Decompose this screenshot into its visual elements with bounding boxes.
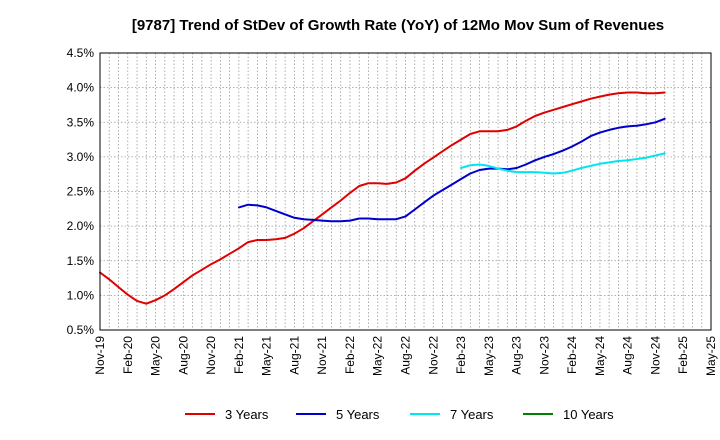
series-line-5-years xyxy=(237,117,666,223)
y-tick-label: 4.5% xyxy=(67,46,95,60)
y-tick-label: 2.0% xyxy=(67,219,95,233)
x-tick-label: May-22 xyxy=(371,336,385,376)
x-tick-label: Feb-22 xyxy=(343,336,357,374)
x-tick-label: Aug-23 xyxy=(510,336,524,375)
plot-frame xyxy=(99,52,712,331)
x-tick-label: Feb-23 xyxy=(454,336,468,374)
legend-label-7-years: 7 Years xyxy=(450,407,494,422)
y-tick-label: 0.5% xyxy=(67,323,95,337)
y-tick-label: 1.5% xyxy=(67,254,95,268)
x-tick-label: May-21 xyxy=(260,336,274,376)
x-tick-label: May-23 xyxy=(482,336,496,376)
grid xyxy=(100,53,711,330)
x-tick-label: Aug-20 xyxy=(176,336,190,375)
x-tick-label: Nov-22 xyxy=(426,336,440,375)
x-tick-label: Feb-25 xyxy=(676,336,690,374)
series-line-7-years xyxy=(460,152,666,175)
y-axis: 0.5% 1.0% 1.5% 2.0% 2.5% 3.0% 3.5% 4.0% 4.5% xyxy=(67,46,95,337)
y-tick-label: 4.0% xyxy=(67,81,95,95)
x-tick-label: May-24 xyxy=(593,336,607,376)
x-tick-label: Feb-21 xyxy=(232,336,246,374)
legend: 3 Years 5 Years 7 Years 10 Years xyxy=(185,407,614,422)
x-tick-label: May-25 xyxy=(704,336,718,376)
x-tick-label: Nov-23 xyxy=(537,336,551,375)
chart-title: [9787] Trend of StDev of Growth Rate (Yo… xyxy=(132,17,664,34)
x-tick-label: Nov-20 xyxy=(204,336,218,375)
y-tick-label: 1.0% xyxy=(67,288,95,302)
legend-label-5-years: 5 Years xyxy=(336,407,380,422)
y-tick-label: 2.5% xyxy=(67,185,95,199)
x-tick-label: Aug-24 xyxy=(621,336,635,375)
y-tick-label: 3.0% xyxy=(67,150,95,164)
y-tick-label: 3.5% xyxy=(67,115,95,129)
legend-label-3-years: 3 Years xyxy=(225,407,269,422)
x-tick-label: May-20 xyxy=(149,336,163,376)
x-tick-label: Aug-22 xyxy=(399,336,413,375)
x-axis: Nov-19 Feb-20 May-20 Aug-20 Nov-20 Feb-21 May-… xyxy=(93,336,718,376)
x-tick-label: Nov-19 xyxy=(93,336,107,375)
x-tick-label: Feb-20 xyxy=(121,336,135,374)
series-lines xyxy=(99,91,666,305)
series-line-3-years xyxy=(99,91,666,305)
x-tick-label: Feb-24 xyxy=(565,336,579,374)
legend-label-10-years: 10 Years xyxy=(563,407,614,422)
x-tick-label: Nov-21 xyxy=(315,336,329,375)
x-tick-label: Aug-21 xyxy=(287,336,301,375)
x-tick-label: Nov-24 xyxy=(648,336,662,375)
